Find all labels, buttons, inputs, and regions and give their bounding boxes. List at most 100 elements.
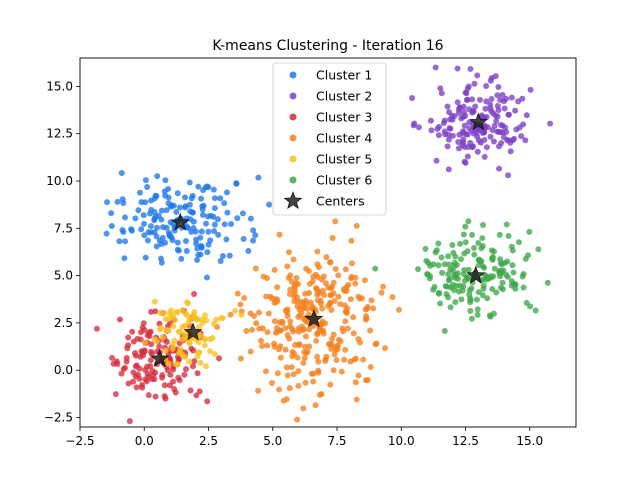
data-point <box>455 106 462 113</box>
data-point <box>496 165 503 172</box>
data-point <box>197 359 204 366</box>
data-point <box>280 397 287 404</box>
data-point <box>109 354 116 361</box>
data-point <box>234 290 241 297</box>
data-point <box>191 358 198 365</box>
data-point <box>282 325 289 332</box>
data-point <box>443 291 450 298</box>
data-point <box>299 327 306 334</box>
data-point <box>136 189 143 196</box>
data-point <box>126 418 133 425</box>
data-point <box>118 170 125 177</box>
data-point <box>457 240 464 247</box>
data-point <box>146 210 153 217</box>
data-point <box>427 117 434 124</box>
data-point <box>147 357 154 364</box>
data-point <box>322 356 329 363</box>
data-point <box>464 96 471 103</box>
data-point <box>128 226 135 233</box>
data-point <box>310 378 317 385</box>
data-point <box>196 324 203 331</box>
data-point <box>469 96 476 103</box>
data-point <box>219 315 226 322</box>
data-point <box>159 372 166 379</box>
data-point <box>509 262 516 269</box>
data-point <box>338 368 345 375</box>
data-point <box>204 274 211 281</box>
data-point <box>535 246 542 253</box>
data-point <box>479 263 486 270</box>
data-point <box>309 278 316 285</box>
legend-label: Cluster 3 <box>316 110 372 125</box>
legend-label: Cluster 1 <box>316 68 372 83</box>
data-point <box>189 363 196 370</box>
data-point <box>145 392 152 399</box>
data-point <box>153 243 160 250</box>
data-point <box>151 217 158 224</box>
y-tick-label: 2.5 <box>54 316 73 330</box>
data-point <box>201 342 208 349</box>
data-point <box>480 282 487 289</box>
y-tick-label: 7.5 <box>54 221 73 235</box>
data-point <box>266 201 273 208</box>
legend-label: Cluster 6 <box>316 173 372 188</box>
data-point <box>522 255 529 262</box>
data-point <box>199 316 206 323</box>
data-point <box>284 309 291 316</box>
y-axis: −2.5 0.0 2.5 5.0 7.5 10.0 12.5 15.0 <box>44 79 80 425</box>
data-point <box>474 133 481 140</box>
data-point <box>195 251 202 258</box>
data-point <box>445 136 452 143</box>
data-point <box>233 180 240 187</box>
data-point <box>306 343 313 350</box>
data-point <box>193 392 200 399</box>
data-point <box>300 359 307 366</box>
data-point <box>505 232 512 239</box>
chart-title: K-means Clustering - Iteration 16 <box>212 38 443 54</box>
data-point <box>493 117 500 124</box>
data-point <box>214 216 221 223</box>
data-point <box>341 302 348 309</box>
x-axis: −2.5 0.0 2.5 5.0 7.5 10.0 12.5 15.0 <box>65 427 543 448</box>
data-point <box>264 275 271 282</box>
data-point <box>494 128 501 135</box>
data-point <box>168 234 175 241</box>
data-point <box>320 327 327 334</box>
data-point <box>445 253 452 260</box>
data-point <box>301 349 308 356</box>
data-point <box>344 325 351 332</box>
data-point <box>445 271 452 278</box>
data-point <box>158 324 165 331</box>
data-point <box>135 207 142 214</box>
data-point <box>142 339 149 346</box>
data-point <box>520 121 527 128</box>
data-point <box>352 355 359 362</box>
data-point <box>328 307 335 314</box>
data-point <box>445 277 452 284</box>
legend-marker <box>289 134 297 142</box>
data-point <box>301 343 308 350</box>
data-point <box>518 133 525 140</box>
data-point <box>493 289 500 296</box>
data-point <box>330 331 337 338</box>
y-tick-label: 5.0 <box>54 269 73 283</box>
data-point <box>440 120 447 127</box>
data-point <box>132 363 139 370</box>
data-point <box>446 261 453 268</box>
data-point <box>211 221 218 228</box>
data-point <box>130 378 137 385</box>
data-point <box>342 266 349 273</box>
data-point <box>103 230 110 237</box>
data-point <box>186 339 193 346</box>
data-point <box>487 133 494 140</box>
data-point <box>464 153 471 160</box>
data-point <box>294 354 301 361</box>
data-point <box>301 354 308 361</box>
data-point <box>151 195 158 202</box>
data-point <box>179 307 186 314</box>
data-point <box>438 254 445 261</box>
data-point <box>136 375 143 382</box>
data-point <box>192 314 199 321</box>
data-point <box>316 391 323 398</box>
data-point <box>153 233 160 240</box>
